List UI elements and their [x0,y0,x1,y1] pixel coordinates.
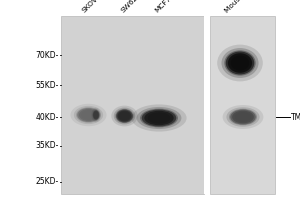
Ellipse shape [94,112,98,118]
Ellipse shape [81,110,96,120]
Text: 70KD-: 70KD- [35,50,58,60]
Text: SKOV3: SKOV3 [81,0,103,14]
Ellipse shape [142,110,176,127]
Ellipse shape [119,112,130,120]
Ellipse shape [231,56,249,70]
Ellipse shape [79,109,98,121]
Ellipse shape [114,108,135,124]
Ellipse shape [226,51,254,74]
Ellipse shape [94,111,99,119]
Ellipse shape [136,107,182,129]
Text: MCF7: MCF7 [153,0,172,14]
Ellipse shape [92,109,100,121]
Ellipse shape [91,108,101,122]
Ellipse shape [76,107,101,123]
Ellipse shape [223,105,263,129]
Text: 55KD-: 55KD- [35,81,58,90]
Ellipse shape [74,106,103,124]
Text: 40KD-: 40KD- [35,112,58,121]
Bar [204,16,210,194]
Text: 35KD-: 35KD- [35,142,58,150]
Text: 25KD-: 25KD- [35,178,58,186]
Text: Mouse kidney: Mouse kidney [224,0,264,14]
Ellipse shape [144,111,174,125]
Ellipse shape [148,112,170,124]
Ellipse shape [221,48,259,78]
Ellipse shape [116,110,133,122]
Bar [61,16,204,194]
Ellipse shape [131,104,187,132]
Ellipse shape [77,108,100,122]
Ellipse shape [116,109,134,123]
Ellipse shape [118,110,131,122]
Text: SW620: SW620 [120,0,143,14]
Ellipse shape [93,110,99,120]
Bar [210,16,274,194]
Ellipse shape [93,110,99,119]
Text: TMEM43: TMEM43 [291,112,300,121]
Ellipse shape [228,53,252,73]
Ellipse shape [229,109,257,125]
Ellipse shape [140,109,178,127]
Ellipse shape [217,45,263,81]
Ellipse shape [70,104,106,126]
Ellipse shape [111,106,138,126]
Ellipse shape [224,50,256,76]
Ellipse shape [230,110,256,124]
Ellipse shape [226,107,260,127]
Ellipse shape [235,112,251,122]
Ellipse shape [232,111,254,123]
